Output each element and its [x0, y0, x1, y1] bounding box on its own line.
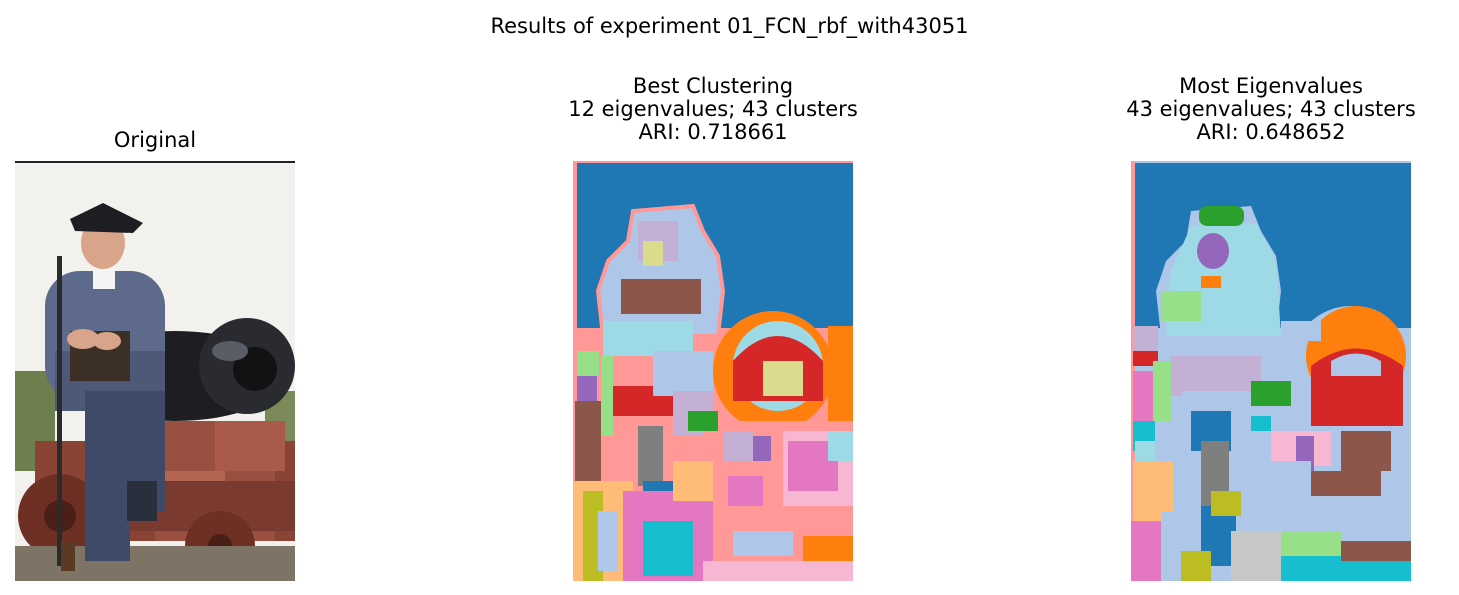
most-eigenvalues-map [1131, 161, 1411, 581]
panel-most-title-line-2: 43 eigenvalues; 43 clusters [1126, 97, 1416, 121]
panel-best-title-line-1: Best Clustering [632, 74, 794, 98]
panel-most-title-line-3: ARI: 0.648652 [1196, 120, 1346, 144]
panel-original-title: Original [15, 129, 295, 152]
panel-most-title: Most Eigenvalues 43 eigenvalues; 43 clus… [1071, 75, 1459, 144]
panel-best-title: Best Clustering 12 eigenvalues; 43 clust… [513, 75, 913, 144]
original-photo [15, 161, 295, 581]
panel-original-title-line: Original [113, 128, 197, 152]
panel-most-title-line-1: Most Eigenvalues [1179, 74, 1363, 98]
panel-best-title-line-3: ARI: 0.718661 [638, 120, 788, 144]
figure-suptitle: Results of experiment 01_FCN_rbf_with430… [490, 14, 969, 38]
best-clustering-map [573, 161, 853, 581]
panel-best-title-line-2: 12 eigenvalues; 43 clusters [568, 97, 858, 121]
